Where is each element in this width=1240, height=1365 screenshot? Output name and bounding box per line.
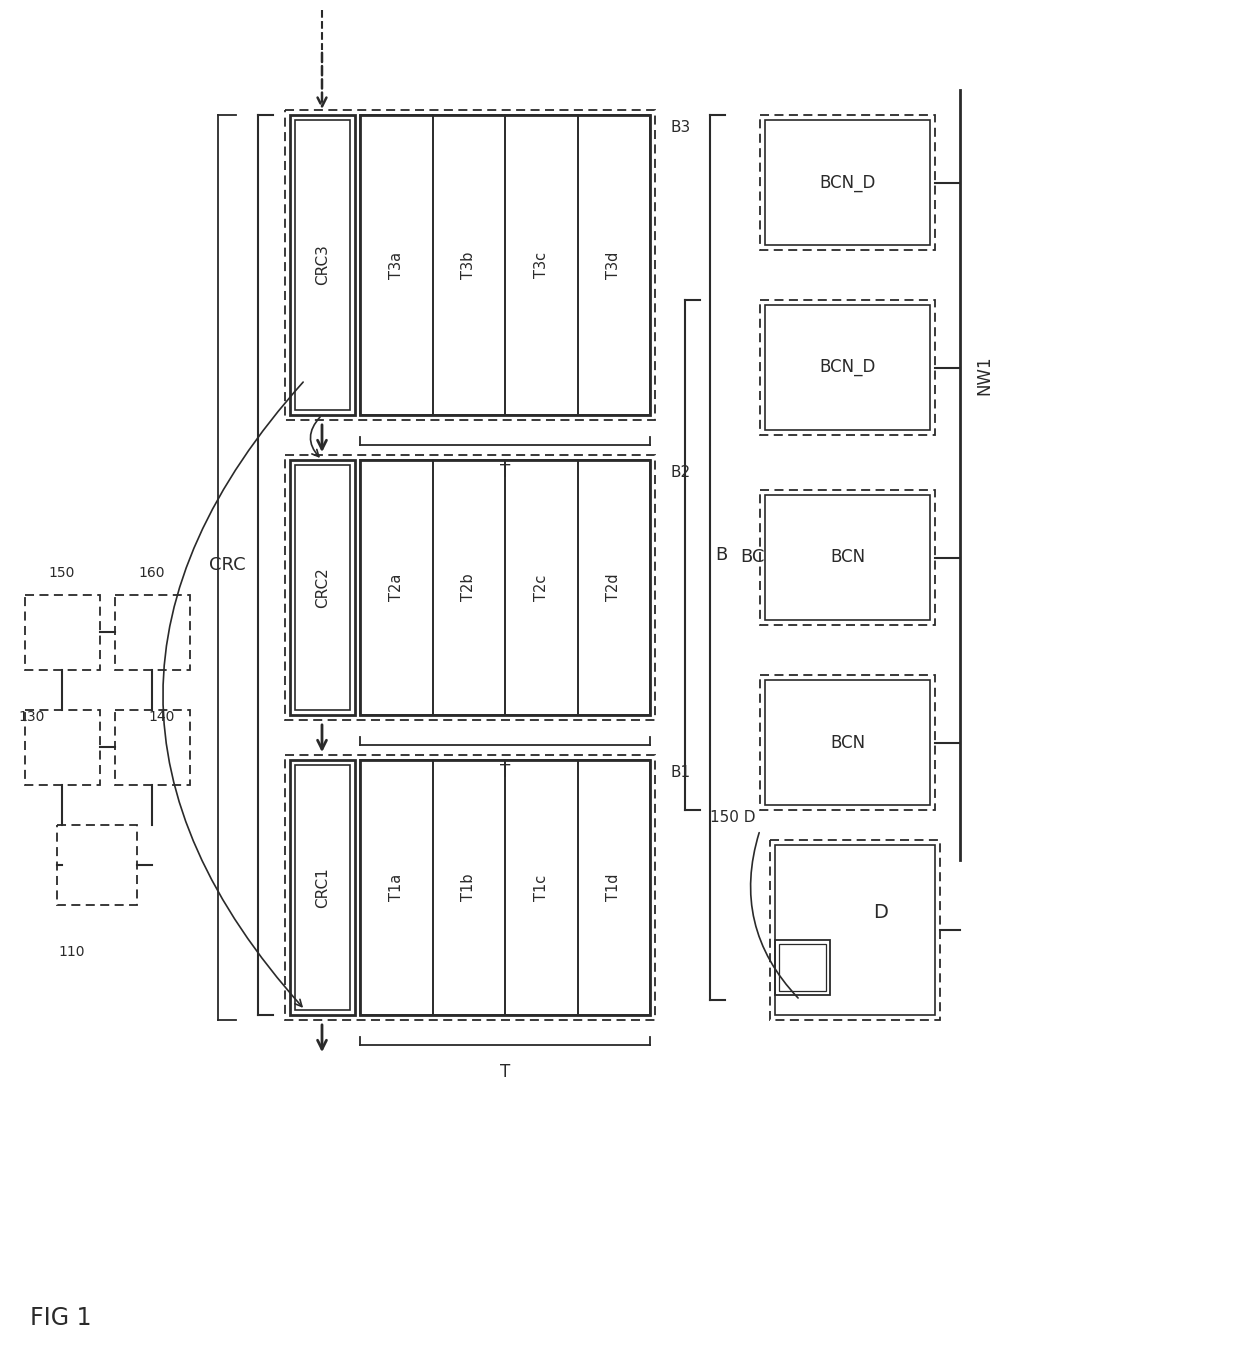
- Text: 150: 150: [48, 566, 76, 580]
- Bar: [779, 945, 826, 991]
- Text: T1b: T1b: [461, 874, 476, 901]
- Bar: [360, 460, 433, 715]
- Bar: [360, 115, 650, 415]
- Text: 110: 110: [58, 945, 86, 960]
- Bar: [295, 465, 350, 710]
- Bar: [578, 760, 650, 1016]
- Bar: [505, 460, 578, 715]
- Text: T2b: T2b: [461, 573, 476, 602]
- Bar: [760, 115, 935, 250]
- Bar: [765, 120, 930, 244]
- FancyArrowPatch shape: [310, 418, 320, 457]
- Bar: [295, 764, 350, 1010]
- Bar: [25, 595, 100, 670]
- Bar: [578, 460, 650, 715]
- Text: T: T: [500, 1063, 510, 1081]
- Bar: [765, 495, 930, 620]
- FancyArrowPatch shape: [162, 382, 303, 1006]
- Text: T3b: T3b: [461, 251, 476, 278]
- Bar: [760, 676, 935, 809]
- FancyArrowPatch shape: [750, 833, 799, 998]
- Text: BCN: BCN: [830, 549, 866, 566]
- Bar: [57, 824, 136, 905]
- Bar: [115, 710, 190, 785]
- Bar: [285, 111, 655, 420]
- Bar: [290, 460, 355, 715]
- Bar: [775, 940, 830, 995]
- Text: T1c: T1c: [533, 875, 549, 901]
- Text: T2d: T2d: [606, 573, 621, 602]
- Text: T1a: T1a: [389, 874, 404, 901]
- Bar: [360, 460, 650, 715]
- Text: 150 D: 150 D: [709, 809, 755, 824]
- Bar: [765, 680, 930, 805]
- Bar: [433, 460, 505, 715]
- Text: T: T: [500, 763, 510, 781]
- Bar: [360, 760, 650, 1016]
- Text: T3d: T3d: [606, 251, 621, 278]
- Bar: [760, 490, 935, 625]
- Text: BCN_D: BCN_D: [820, 359, 875, 377]
- Bar: [760, 300, 935, 435]
- Bar: [115, 595, 190, 670]
- Text: 160: 160: [139, 566, 165, 580]
- Bar: [505, 760, 578, 1016]
- Text: 130: 130: [19, 710, 45, 723]
- Text: 140: 140: [149, 710, 175, 723]
- Text: CRC3: CRC3: [315, 244, 330, 285]
- Bar: [285, 755, 655, 1020]
- Text: B1: B1: [670, 764, 691, 779]
- Bar: [578, 115, 650, 415]
- Bar: [360, 115, 433, 415]
- Bar: [360, 760, 433, 1016]
- Text: CRC: CRC: [210, 556, 246, 575]
- Text: CRC1: CRC1: [315, 867, 330, 908]
- Text: T: T: [500, 463, 510, 480]
- Text: BCN_D: BCN_D: [820, 173, 875, 191]
- Text: D: D: [873, 902, 888, 921]
- Text: NW1: NW1: [975, 355, 993, 394]
- Text: BCN: BCN: [830, 733, 866, 752]
- Text: T2a: T2a: [389, 573, 404, 601]
- Bar: [290, 115, 355, 415]
- Text: T1d: T1d: [606, 874, 621, 901]
- Bar: [290, 760, 355, 1016]
- Text: T2c: T2c: [533, 575, 549, 601]
- Text: BC: BC: [740, 549, 764, 566]
- Text: B3: B3: [670, 120, 691, 135]
- Bar: [505, 115, 578, 415]
- Text: B2: B2: [670, 465, 691, 480]
- Text: FIG 1: FIG 1: [30, 1306, 92, 1330]
- Bar: [765, 304, 930, 430]
- Text: B: B: [715, 546, 727, 564]
- Bar: [775, 845, 935, 1016]
- Bar: [433, 760, 505, 1016]
- Bar: [25, 710, 100, 785]
- Bar: [770, 839, 940, 1020]
- Text: CRC2: CRC2: [315, 566, 330, 607]
- Bar: [295, 120, 350, 410]
- Bar: [285, 455, 655, 719]
- Bar: [433, 115, 505, 415]
- Text: T3c: T3c: [533, 253, 549, 278]
- Text: T3a: T3a: [389, 251, 404, 278]
